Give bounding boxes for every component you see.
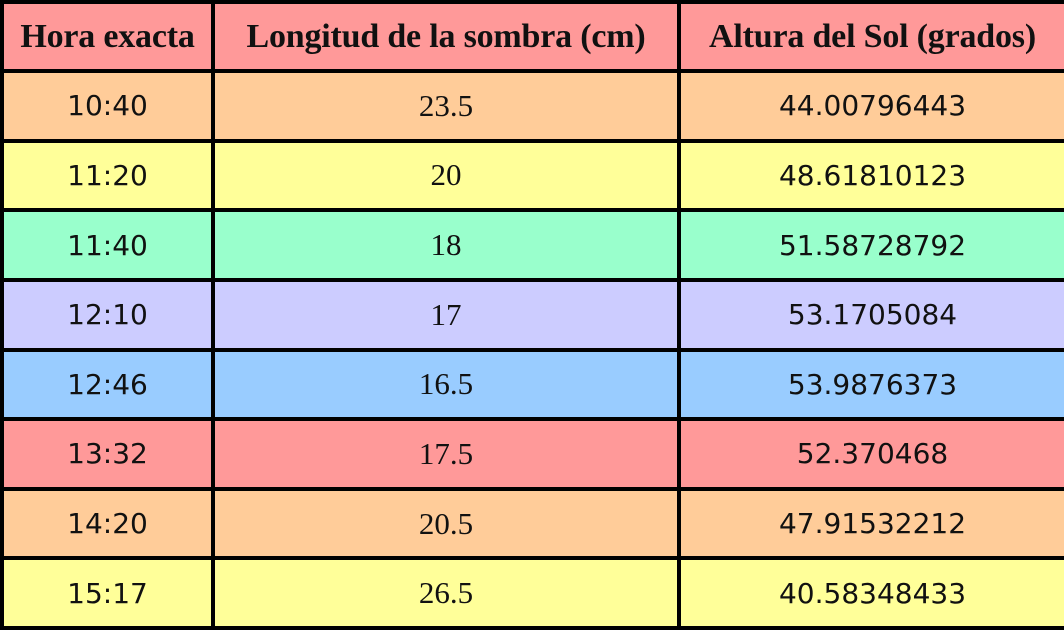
table-row: 15:17 26.5 40.58348433 [0,556,1064,630]
header-row: Hora exacta Longitud de la sombra (cm) A… [0,0,1064,73]
shadow-length-cell: 16.5 [211,347,681,422]
sun-angle-cell: 48.61810123 [677,138,1064,213]
sun-angle-cell: 53.1705084 [677,277,1064,352]
table-row: 13:32 17.5 52.370468 [0,417,1064,491]
table-row: 12:46 16.5 53.9876373 [0,347,1064,422]
sun-angle-cell: 47.91532212 [677,486,1064,561]
table-row: 12:10 17 53.1705084 [0,277,1064,352]
shadow-length-cell: 20 [211,138,681,213]
time-cell: 15:17 [0,556,215,630]
time-cell: 11:20 [0,138,215,213]
time-cell: 13:32 [0,417,215,491]
shadow-length-cell: 17.5 [211,417,681,491]
sun-angle-cell: 52.370468 [677,417,1064,491]
sun-angle-cell: 51.58728792 [677,208,1064,282]
header-longitud-sombra: Longitud de la sombra (cm) [211,0,681,73]
shadow-length-cell: 26.5 [211,556,681,630]
time-cell: 12:10 [0,277,215,352]
sun-angle-cell: 40.58348433 [677,556,1064,630]
table-row: 11:20 20 48.61810123 [0,138,1064,213]
sun-angle-cell: 53.9876373 [677,347,1064,422]
time-cell: 12:46 [0,347,215,422]
shadow-length-cell: 23.5 [211,69,681,143]
time-cell: 11:40 [0,208,215,282]
time-cell: 10:40 [0,69,215,143]
time-cell: 14:20 [0,486,215,561]
table-row: 14:20 20.5 47.91532212 [0,486,1064,561]
shadow-length-cell: 17 [211,277,681,352]
table-row: 10:40 23.5 44.00796443 [0,69,1064,143]
header-altura-sol: Altura del Sol (grados) [677,0,1064,73]
shadow-length-cell: 20.5 [211,486,681,561]
table-row: 11:40 18 51.58728792 [0,208,1064,282]
header-hora-exacta: Hora exacta [0,0,215,73]
sun-angle-cell: 44.00796443 [677,69,1064,143]
shadow-length-cell: 18 [211,208,681,282]
